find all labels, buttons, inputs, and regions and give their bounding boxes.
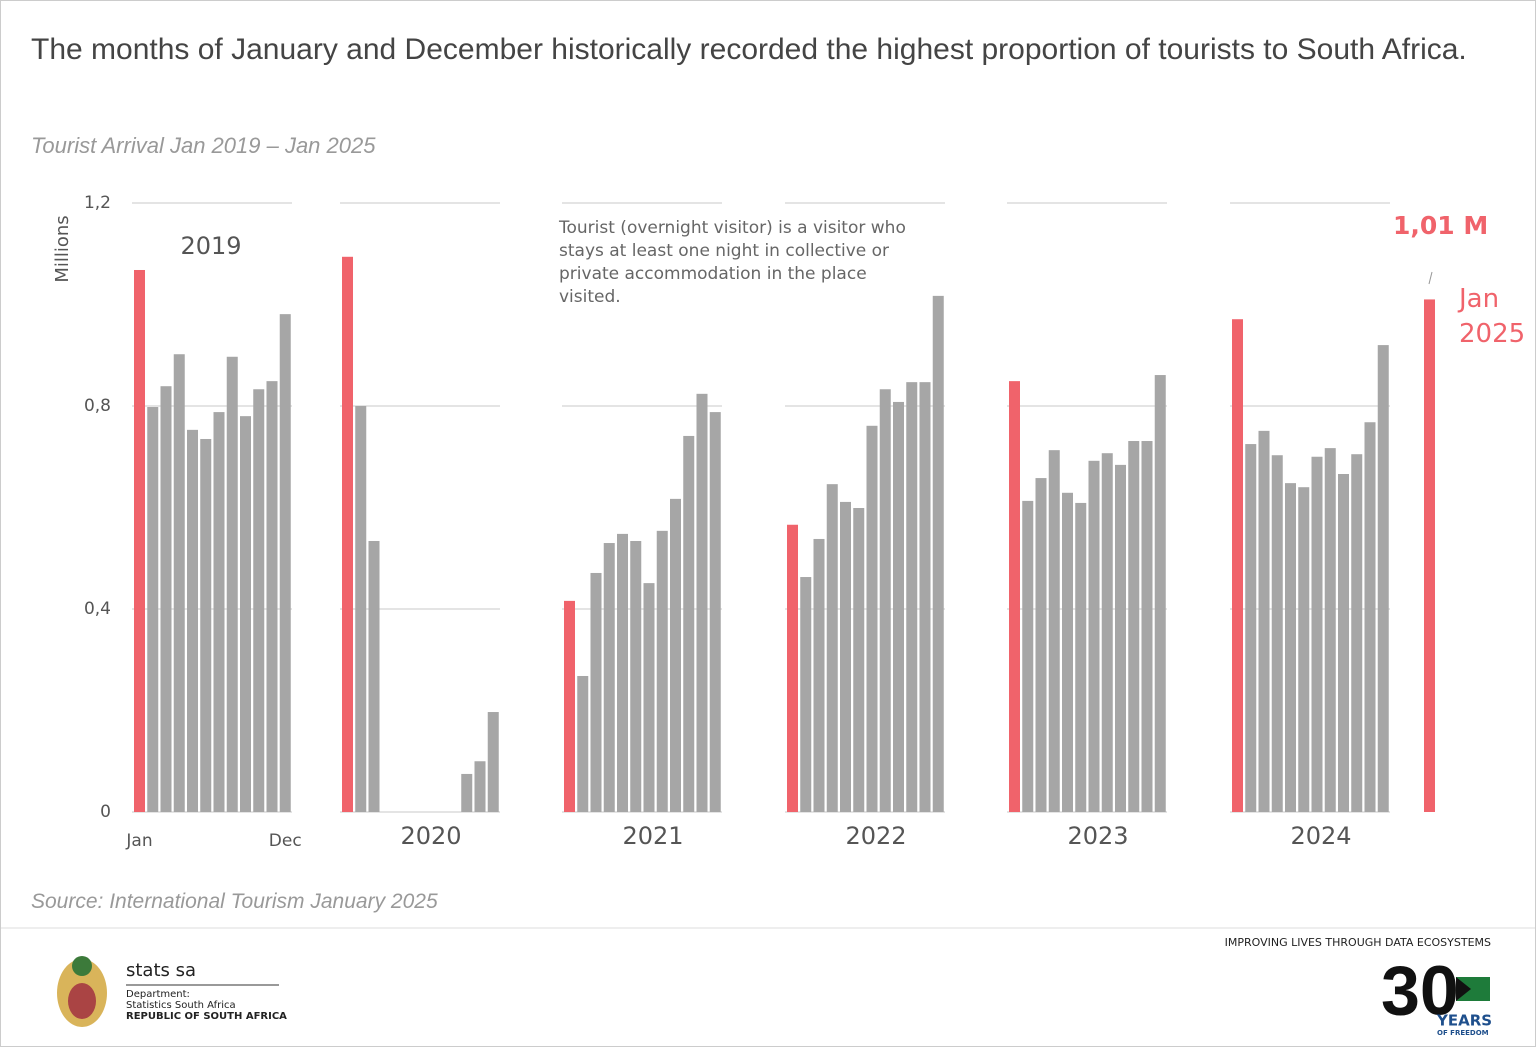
x-tick-label: Dec [269, 831, 302, 851]
bar [840, 501, 851, 812]
bar [1035, 478, 1047, 812]
y-tick-label: 1,2 [84, 193, 111, 213]
bar [656, 530, 668, 812]
bar [1271, 455, 1283, 812]
dept-name: Statistics South Africa [126, 1000, 236, 1011]
panel-label: 2024 [1290, 822, 1351, 850]
bar [1298, 487, 1310, 812]
bar [1075, 502, 1087, 812]
y-tick-label: 0,4 [84, 599, 111, 619]
bar [266, 381, 278, 812]
latest-label: Jan 2025 [1459, 284, 1526, 349]
bar [1048, 450, 1060, 812]
bar [590, 572, 602, 812]
panel-label: 2019 [180, 232, 241, 260]
bar [853, 508, 865, 812]
bar [932, 295, 944, 812]
bar [1311, 456, 1323, 812]
bar [893, 401, 904, 812]
dept-label: Department: [126, 989, 190, 1000]
anniversary-sub: OF FREEDOM [1437, 1029, 1489, 1037]
panel-label: 2021 [622, 822, 683, 850]
bar [564, 600, 575, 812]
y-tick-label: 0 [100, 802, 111, 822]
panel-label: 2020 [400, 822, 461, 850]
bar [617, 533, 628, 812]
bar [1377, 345, 1389, 812]
bar [1232, 319, 1243, 812]
bar [1351, 454, 1363, 812]
bar [577, 675, 589, 812]
bar [866, 425, 878, 812]
coat-of-arms [57, 956, 107, 1027]
bar [1022, 500, 1034, 812]
bar [368, 540, 380, 812]
bar [683, 435, 695, 812]
anniversary-text: YEARS [1436, 1012, 1492, 1030]
y-tick-label: 0,8 [84, 396, 111, 416]
bar [919, 382, 931, 812]
bar [240, 416, 251, 812]
bar [603, 543, 615, 812]
bar [670, 498, 681, 812]
panel-label: 2023 [1067, 822, 1128, 850]
bar [134, 269, 145, 812]
y-axis-label: Millions [52, 215, 73, 282]
source: Source: International Tourism January 20… [31, 890, 438, 913]
bar [1258, 430, 1270, 812]
bar [187, 429, 198, 812]
bar [226, 356, 238, 812]
bar [1364, 422, 1376, 812]
bar [787, 524, 798, 812]
bar [461, 773, 473, 812]
bar [1115, 464, 1126, 812]
bar [1128, 441, 1140, 812]
bar [696, 393, 708, 812]
bar [200, 438, 212, 812]
bar [879, 389, 891, 812]
bar [800, 577, 812, 812]
bar [342, 256, 353, 812]
annotation: Tourist (overnight visitor) is a visitor… [559, 218, 906, 307]
bar [173, 354, 185, 812]
bar [487, 712, 499, 812]
bar [1324, 448, 1336, 812]
bar [1088, 460, 1100, 812]
bar [1009, 381, 1020, 812]
bar [906, 382, 918, 812]
flag-part [1456, 977, 1471, 1001]
x-tick-label: Jan [125, 831, 152, 851]
bar [147, 407, 159, 812]
chart-subtitle: Tourist Arrival Jan 2019 – Jan 2025 [31, 133, 376, 158]
slogan: IMPROVING LIVES THROUGH DATA ECOSYSTEMS [1225, 936, 1491, 949]
bar [1101, 453, 1113, 812]
org-name: stats sa [126, 960, 196, 981]
bar [643, 583, 655, 812]
latest-value-label: 1,01 M [1393, 211, 1489, 240]
bar [474, 761, 486, 812]
bar [253, 389, 265, 812]
bar [1338, 474, 1349, 812]
bar [1062, 492, 1073, 812]
bar [160, 386, 172, 812]
latest-connector [1428, 271, 1433, 285]
bar [213, 412, 225, 812]
anniversary-number: 30 [1381, 951, 1459, 1029]
bar [279, 314, 291, 812]
bar [826, 484, 838, 812]
bar [709, 412, 721, 812]
bar [355, 406, 367, 812]
bar [1285, 483, 1296, 812]
bar [813, 538, 825, 812]
chart-title: The months of January and December histo… [31, 33, 1467, 66]
bar [1245, 444, 1257, 812]
bar [1141, 441, 1153, 812]
bar [1154, 375, 1166, 812]
panel-label: 2022 [845, 822, 906, 850]
bar [1424, 299, 1435, 812]
bar [630, 540, 642, 812]
country: REPUBLIC OF SOUTH AFRICA [126, 1011, 287, 1022]
